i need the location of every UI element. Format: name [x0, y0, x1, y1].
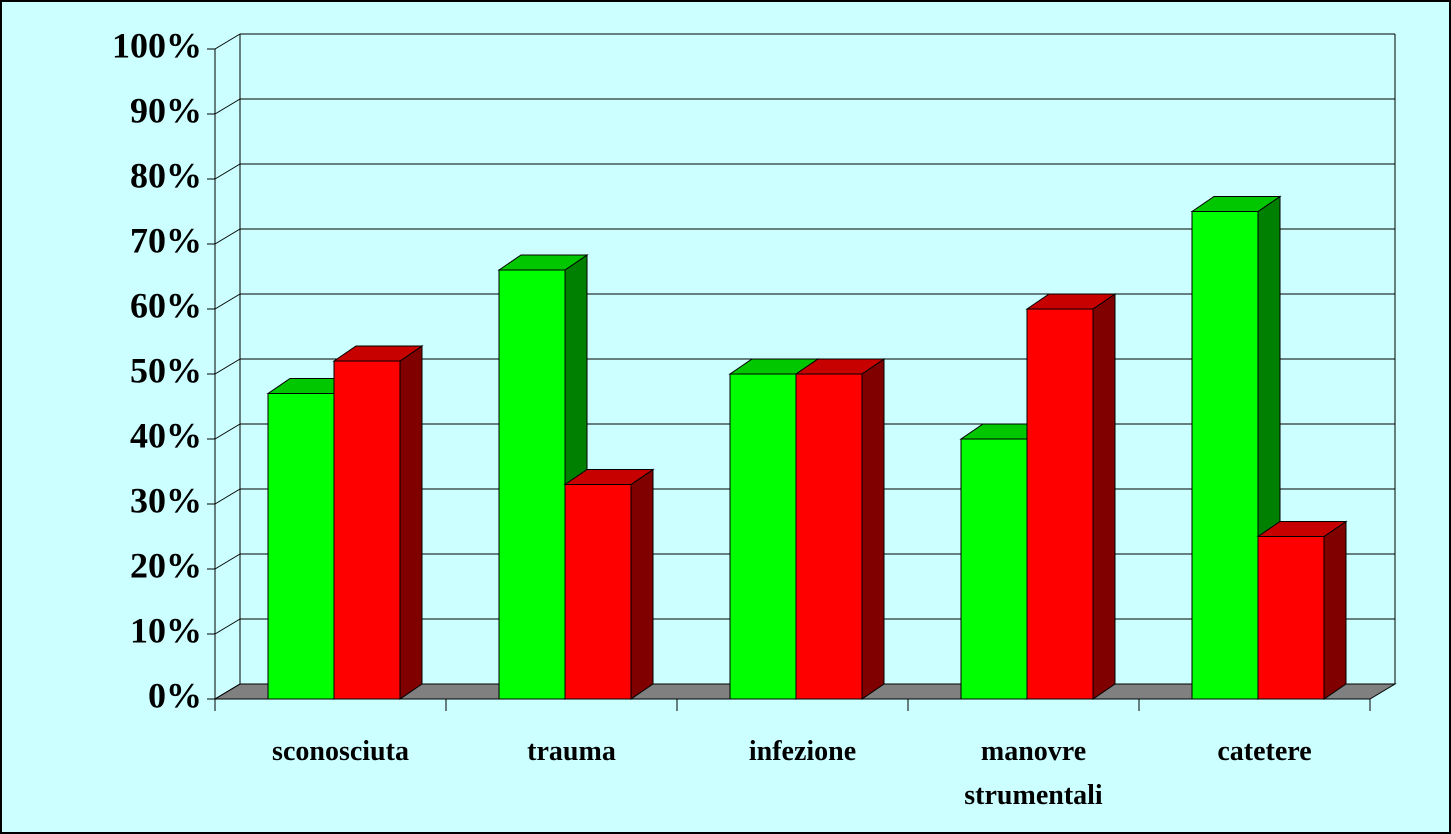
y-tick-label: 100% — [112, 25, 202, 65]
bar-side — [630, 468, 654, 700]
bar — [267, 393, 335, 700]
grid-line-side — [214, 553, 241, 570]
y-tick-label: 10% — [130, 610, 202, 650]
grid-line-side — [214, 293, 241, 310]
grid-line-side — [214, 488, 241, 505]
bar-side — [1092, 293, 1116, 700]
y-tick-label: 20% — [130, 545, 202, 585]
grid-line-side — [214, 98, 241, 115]
x-tick-label: trauma — [527, 736, 616, 767]
bar — [960, 438, 1028, 700]
x-tick-label: manovre strumentali — [964, 736, 1103, 811]
bar — [1191, 211, 1259, 700]
x-tick-label: sconosciuta — [272, 736, 409, 767]
y-tick-label: 0% — [148, 675, 202, 715]
grid-line-side — [214, 683, 241, 700]
x-tick-label: infezione — [748, 736, 857, 767]
grid-line-side — [214, 228, 241, 245]
grid-line-side — [214, 423, 241, 440]
bar — [1257, 536, 1325, 700]
y-tick-label: 40% — [130, 415, 202, 455]
bar-side — [399, 345, 423, 700]
grid-line-side — [214, 618, 241, 635]
bar — [498, 269, 566, 700]
bar — [1026, 308, 1094, 700]
y-tick-label: 70% — [130, 220, 202, 260]
bar — [333, 360, 401, 700]
bar — [795, 373, 863, 700]
grid-line-side — [214, 33, 241, 50]
y-tick-label: 80% — [130, 155, 202, 195]
y-tick-label: 90% — [130, 90, 202, 130]
bar — [564, 484, 632, 700]
y-tick-label: 30% — [130, 480, 202, 520]
bar-side — [1323, 520, 1347, 700]
x-tick-label: catetere — [1217, 736, 1312, 767]
y-tick-label: 50% — [130, 350, 202, 390]
bar-side — [861, 358, 885, 700]
grid-line-side — [214, 163, 241, 180]
y-tick-label: 60% — [130, 285, 202, 325]
grid-line-side — [214, 358, 241, 375]
bar — [729, 373, 797, 700]
